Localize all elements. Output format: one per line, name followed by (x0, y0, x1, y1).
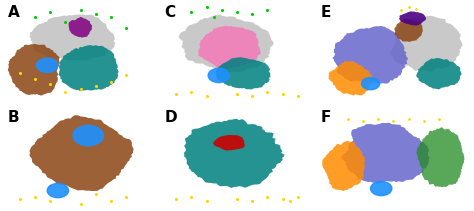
Point (46, 199, 54, 202)
Point (46, 185, 54, 188)
Point (92, 13, 100, 16)
Point (344, 118, 352, 121)
Point (92, 192, 100, 195)
Point (62, 90, 69, 93)
Polygon shape (341, 123, 430, 184)
Point (77, 202, 84, 206)
Polygon shape (29, 115, 134, 191)
Point (405, 5, 412, 9)
Point (210, 16, 218, 19)
Point (233, 92, 241, 95)
Polygon shape (328, 61, 373, 96)
Point (218, 9, 226, 12)
Point (203, 94, 210, 97)
Point (279, 92, 286, 95)
Point (107, 199, 115, 202)
Text: F: F (320, 110, 331, 125)
Polygon shape (179, 15, 274, 73)
Polygon shape (322, 141, 365, 191)
Point (107, 16, 115, 19)
Polygon shape (213, 135, 245, 151)
Point (122, 195, 130, 198)
Point (420, 120, 428, 123)
Point (264, 195, 271, 198)
Point (286, 199, 294, 202)
Point (248, 13, 256, 16)
Point (16, 197, 24, 200)
Polygon shape (8, 44, 60, 96)
Point (435, 118, 443, 121)
Point (16, 72, 24, 75)
Point (46, 11, 54, 14)
Point (173, 197, 180, 200)
Point (31, 16, 39, 19)
Circle shape (36, 58, 58, 72)
Point (405, 118, 412, 121)
Point (203, 5, 210, 9)
Point (122, 74, 130, 77)
Polygon shape (198, 26, 261, 69)
Polygon shape (332, 26, 408, 84)
Point (248, 199, 256, 202)
Polygon shape (184, 119, 284, 188)
Polygon shape (216, 57, 271, 89)
Point (412, 8, 420, 11)
Point (46, 82, 54, 85)
Circle shape (371, 181, 392, 196)
Text: D: D (164, 110, 177, 125)
Point (294, 94, 301, 97)
Text: A: A (8, 5, 19, 20)
Point (122, 26, 130, 29)
Point (397, 9, 405, 12)
Point (77, 9, 84, 12)
Point (173, 92, 180, 95)
Text: C: C (164, 5, 175, 20)
Point (77, 87, 84, 90)
Point (62, 189, 69, 192)
Point (294, 195, 301, 198)
Point (188, 90, 195, 93)
Point (248, 94, 256, 97)
Polygon shape (416, 127, 465, 187)
Polygon shape (394, 19, 423, 42)
Circle shape (73, 125, 103, 146)
Point (107, 80, 115, 83)
Circle shape (47, 183, 69, 198)
Point (188, 195, 195, 198)
Point (264, 90, 271, 93)
Text: E: E (320, 5, 331, 20)
Point (264, 9, 271, 12)
Point (92, 84, 100, 87)
Point (233, 197, 241, 200)
Point (188, 11, 195, 14)
Polygon shape (69, 17, 92, 38)
Point (359, 120, 367, 123)
Circle shape (208, 68, 229, 83)
Point (279, 197, 286, 200)
Circle shape (362, 77, 380, 90)
Point (62, 21, 69, 24)
Polygon shape (58, 45, 118, 91)
Polygon shape (29, 14, 115, 61)
Point (31, 195, 39, 198)
Text: B: B (8, 110, 19, 125)
Point (390, 120, 397, 123)
Point (203, 199, 210, 202)
Polygon shape (416, 58, 462, 89)
Polygon shape (390, 16, 463, 72)
Point (31, 77, 39, 80)
Polygon shape (399, 11, 426, 26)
Point (374, 118, 382, 121)
Point (233, 11, 241, 14)
